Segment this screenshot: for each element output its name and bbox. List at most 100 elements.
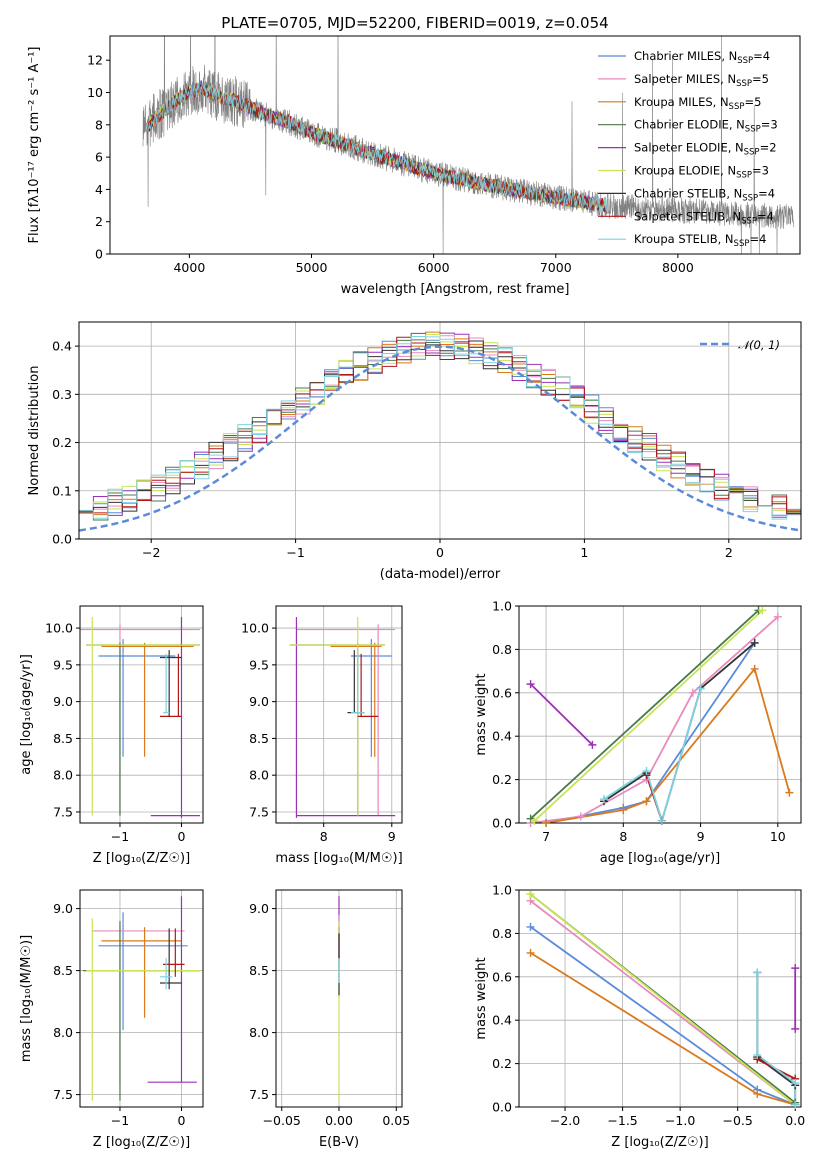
x-tick-label: −1 [111,829,129,844]
x-tick-label: 7 [542,829,550,844]
mass-metallicity-panel: −1 0 7.5 8.0 8.5 9.0 Z [log₁₀(Z/Z☉)] mass [log₁… [19,889,204,1150]
x-tick-label: 9 [697,829,705,844]
y-tick-label: 8.0 [249,768,269,783]
x-tick-label: 5000 [296,260,328,275]
y-tick-label: 7.5 [249,1087,269,1102]
y-tick-label: 4 [95,182,103,197]
legend-entry: 𝒩(0, 1) [738,338,780,352]
x-tick-label: −0.5 [723,1113,753,1128]
legend-entry: Kroupa ELODIE, NSSP=3 [634,164,769,181]
x-tick-label: 0 [177,829,185,844]
y-tick-label: 7.5 [249,804,269,819]
series-point [599,795,608,804]
y-axis-label: Flux [fλ10⁻¹⁷ erg cm⁻² s⁻¹ A⁻¹] [27,47,42,244]
y-tick-label: 1.0 [492,883,512,898]
series-point [696,684,705,693]
y-tick-label: 6 [95,150,103,165]
x-tick-label: 1 [580,545,588,560]
y-tick-label: 7.5 [53,1087,73,1102]
x-tick-label: 0.05 [382,1113,410,1128]
age-mass-panel: 8 9 7.5 8.0 8.5 9.0 9.5 10.0 mass [log₁₀(M/M☉)] [241,605,403,866]
series-line [530,952,796,1106]
y-tick-label: 7.5 [53,804,73,819]
legend-entry: Kroupa MILES, NSSP=5 [634,95,761,112]
y-tick-label: 0.6 [492,969,512,984]
series-point [753,1050,762,1059]
x-axis-label: (data-model)/error [380,567,501,582]
series-point [688,688,697,697]
x-tick-label: −1 [286,545,304,560]
series-point [753,968,762,977]
y-axis-label: mass [log₁₀(M/M☉)] [19,935,34,1062]
series-point [526,680,535,689]
y-tick-label: 9.0 [53,694,73,709]
series-line [756,972,797,1105]
series-point [785,788,794,797]
y-tick-label: 8.5 [53,731,73,746]
x-tick-label: 8 [619,829,627,844]
x-tick-label: 7000 [540,260,572,275]
series-point [530,816,539,825]
series-point [526,948,535,957]
y-tick-label: 0.0 [492,816,512,831]
axes-frame [79,605,204,824]
y-tick-label: 0.4 [52,339,72,354]
x-tick-label: 6000 [418,260,450,275]
y-axis-label: Normed distribution [27,366,42,496]
axes-frame [518,889,802,1108]
x-tick-label: −1 [111,1113,129,1128]
series-point [526,922,535,931]
y-tick-label: 10 [87,85,103,100]
series-line [529,926,796,1106]
y-tick-label: 9.0 [249,694,269,709]
x-axis-label: Z [log₁₀(Z/Z☉)] [93,1135,190,1150]
y-tick-label: 0.3 [52,387,72,402]
axes-frame [275,889,403,1108]
series-point [526,890,535,899]
x-axis-label: mass [log₁₀(M/M☉)] [275,851,402,866]
x-axis-label: wavelength [Angstrom, rest frame] [341,282,570,297]
y-tick-label: 8.5 [53,963,73,978]
x-tick-label: −2 [142,545,160,560]
plot-area [80,617,200,818]
y-tick-label: 0.2 [492,772,512,787]
chart-title: PLATE=0705, MJD=52200, FIBERID=0019, z=0… [221,14,608,32]
y-axis-label: mass weight [474,957,489,1039]
series-point [758,606,767,615]
series-point [657,816,666,825]
legend-entry: Salpeter STELIB, NSSP=4 [634,209,774,226]
plot-area [529,893,797,1106]
model-spectrum-line [146,82,608,213]
normal-curve [79,345,801,532]
plot-area [83,896,200,1101]
y-tick-label: 8.0 [249,1025,269,1040]
legend-entry: Chabrier STELIB, NSSP=4 [634,186,775,203]
legend-entry: Chabrier MILES, NSSP=4 [634,49,770,66]
series-point [642,797,651,806]
x-axis-label: Z [log₁₀(Z/Z☉)] [93,851,190,866]
y-tick-label: 0.0 [52,532,72,547]
legend-entry: Kroupa STELIB, NSSP=4 [634,232,766,249]
x-tick-label: 8 [320,829,328,844]
y-tick-label: 2 [95,214,103,229]
mass-extinction-panel: −0.05 0.00 0.05 7.5 8.0 8.5 9.0 E(B-V) [249,889,410,1150]
series-line [529,893,796,1106]
y-axis-label: age [log₁₀(age/yr)] [19,654,34,775]
axes-frame [109,35,801,255]
x-tick-label: −1.0 [665,1113,695,1128]
y-tick-label: 8.0 [53,768,73,783]
y-tick-label: 8.5 [249,963,269,978]
y-tick-label: 1.0 [492,599,512,614]
x-tick-label: 10 [770,829,786,844]
x-tick-label: 0.0 [785,1113,805,1128]
series-line [529,609,760,820]
y-tick-label: 0.6 [492,685,512,700]
y-tick-label: 0.4 [492,729,512,744]
series-point [773,612,782,621]
x-tick-label: −0.05 [263,1113,301,1128]
series-point [576,812,585,821]
x-axis-label: Z [log₁₀(Z/Z☉)] [611,1135,708,1150]
y-tick-label: 9.0 [53,901,73,916]
series-line [545,642,756,823]
